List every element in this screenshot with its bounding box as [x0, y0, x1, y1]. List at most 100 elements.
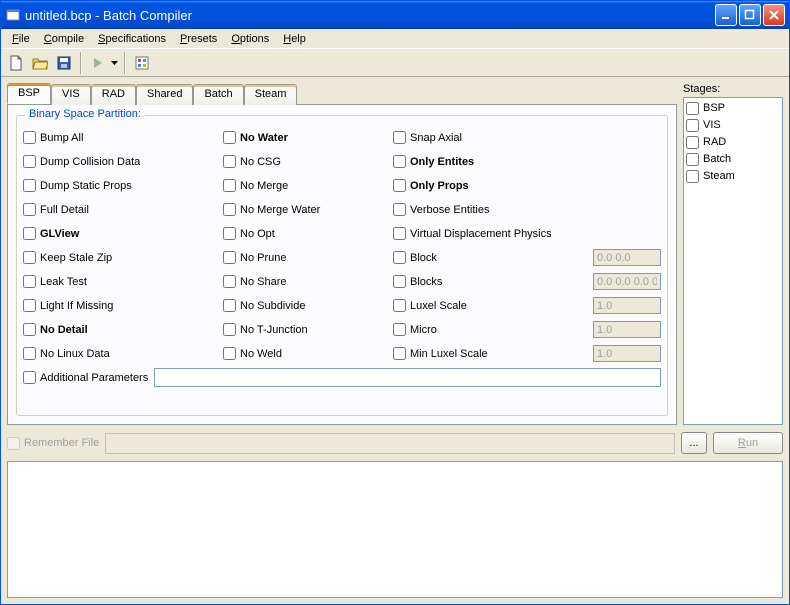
run-dropdown-arrow[interactable]: [109, 52, 119, 74]
option-label[interactable]: Snap Axial: [410, 132, 462, 144]
option-label[interactable]: No Subdivide: [240, 300, 305, 312]
option-checkbox[interactable]: [23, 155, 36, 168]
browse-button[interactable]: ...: [681, 432, 707, 454]
option-label[interactable]: GLView: [40, 228, 79, 240]
tab-batch[interactable]: Batch: [193, 84, 243, 105]
run-split-button[interactable]: [87, 52, 119, 74]
additional-params-input[interactable]: [154, 368, 661, 387]
tab-rad[interactable]: RAD: [91, 84, 136, 105]
option-checkbox[interactable]: [393, 131, 406, 144]
option-checkbox[interactable]: [393, 275, 406, 288]
stage-label[interactable]: RAD: [703, 136, 726, 148]
option-label[interactable]: Luxel Scale: [410, 300, 467, 312]
remember-file-check[interactable]: [7, 437, 20, 450]
menu-specifications[interactable]: Specifications: [91, 31, 173, 47]
option-label[interactable]: Min Luxel Scale: [410, 348, 488, 360]
option-label[interactable]: No Merge Water: [240, 204, 320, 216]
option-checkbox[interactable]: [223, 251, 236, 264]
new-file-button[interactable]: [5, 52, 27, 74]
option-label[interactable]: No T-Junction: [240, 324, 308, 336]
option-checkbox[interactable]: [393, 179, 406, 192]
option-value-input[interactable]: [593, 321, 661, 338]
stage-label[interactable]: Steam: [703, 170, 735, 182]
option-label[interactable]: Blocks: [410, 276, 442, 288]
option-label[interactable]: No CSG: [240, 156, 281, 168]
stage-label[interactable]: BSP: [703, 102, 725, 114]
option-label[interactable]: Virtual Displacement Physics: [410, 228, 552, 240]
option-checkbox[interactable]: [223, 131, 236, 144]
stage-label[interactable]: VIS: [703, 119, 721, 131]
option-label[interactable]: Only Props: [410, 180, 469, 192]
option-label[interactable]: No Linux Data: [40, 348, 110, 360]
maximize-button[interactable]: [739, 4, 761, 26]
menu-compile[interactable]: Compile: [37, 31, 91, 47]
option-label[interactable]: No Weld: [240, 348, 282, 360]
tab-vis[interactable]: VIS: [51, 84, 91, 105]
option-checkbox[interactable]: [23, 131, 36, 144]
option-checkbox[interactable]: [223, 299, 236, 312]
menu-help[interactable]: Help: [276, 31, 313, 47]
file-path-input[interactable]: [105, 433, 675, 454]
stage-checkbox[interactable]: [686, 136, 699, 149]
option-checkbox[interactable]: [393, 251, 406, 264]
option-label[interactable]: No Merge: [240, 180, 288, 192]
option-label[interactable]: No Detail: [40, 324, 88, 336]
option-value-input[interactable]: [593, 273, 661, 290]
option-checkbox[interactable]: [23, 227, 36, 240]
option-checkbox[interactable]: [393, 347, 406, 360]
run-button[interactable]: Run: [713, 432, 783, 454]
option-checkbox[interactable]: [223, 155, 236, 168]
stage-checkbox[interactable]: [686, 119, 699, 132]
option-checkbox[interactable]: [23, 275, 36, 288]
option-value-input[interactable]: [593, 297, 661, 314]
option-checkbox[interactable]: [223, 227, 236, 240]
minimize-button[interactable]: [715, 4, 737, 26]
option-checkbox[interactable]: [393, 299, 406, 312]
option-label[interactable]: No Prune: [240, 252, 286, 264]
option-label[interactable]: Micro: [410, 324, 437, 336]
option-label[interactable]: Dump Static Props: [40, 180, 132, 192]
option-checkbox[interactable]: [223, 179, 236, 192]
option-value-input[interactable]: [593, 345, 661, 362]
stage-checkbox[interactable]: [686, 170, 699, 183]
option-label[interactable]: No Share: [240, 276, 286, 288]
option-label[interactable]: No Opt: [240, 228, 275, 240]
stage-label[interactable]: Batch: [703, 153, 731, 165]
option-checkbox[interactable]: [393, 323, 406, 336]
option-label[interactable]: Light If Missing: [40, 300, 113, 312]
option-checkbox[interactable]: [23, 251, 36, 264]
option-checkbox[interactable]: [23, 323, 36, 336]
stage-checkbox[interactable]: [686, 102, 699, 115]
option-checkbox[interactable]: [23, 203, 36, 216]
output-pane[interactable]: [7, 461, 783, 598]
option-checkbox[interactable]: [393, 227, 406, 240]
option-value-input[interactable]: [593, 249, 661, 266]
menu-file[interactable]: File: [5, 31, 37, 47]
options-button[interactable]: [131, 52, 153, 74]
option-checkbox[interactable]: [223, 275, 236, 288]
remember-file-checkbox[interactable]: Remember File: [7, 437, 99, 450]
save-file-button[interactable]: [53, 52, 75, 74]
option-label[interactable]: Keep Stale Zip: [40, 252, 112, 264]
option-checkbox[interactable]: [223, 323, 236, 336]
close-button[interactable]: [763, 4, 785, 26]
option-label[interactable]: Bump All: [40, 132, 83, 144]
option-checkbox[interactable]: [393, 203, 406, 216]
tab-shared[interactable]: Shared: [136, 84, 193, 105]
option-checkbox[interactable]: [223, 347, 236, 360]
menu-options[interactable]: Options: [224, 31, 276, 47]
option-label[interactable]: Leak Test: [40, 276, 87, 288]
tab-bsp[interactable]: BSP: [7, 83, 51, 104]
option-checkbox[interactable]: [23, 299, 36, 312]
stage-checkbox[interactable]: [686, 153, 699, 166]
additional-params-checkbox[interactable]: Additional Parameters: [23, 368, 148, 387]
open-file-button[interactable]: [29, 52, 51, 74]
option-label[interactable]: Only Entites: [410, 156, 474, 168]
option-checkbox[interactable]: [223, 203, 236, 216]
option-checkbox[interactable]: [23, 179, 36, 192]
option-label[interactable]: Block: [410, 252, 437, 264]
option-label[interactable]: Verbose Entities: [410, 204, 490, 216]
option-checkbox[interactable]: [23, 347, 36, 360]
additional-params-check[interactable]: [23, 371, 36, 384]
option-label[interactable]: Dump Collision Data: [40, 156, 140, 168]
